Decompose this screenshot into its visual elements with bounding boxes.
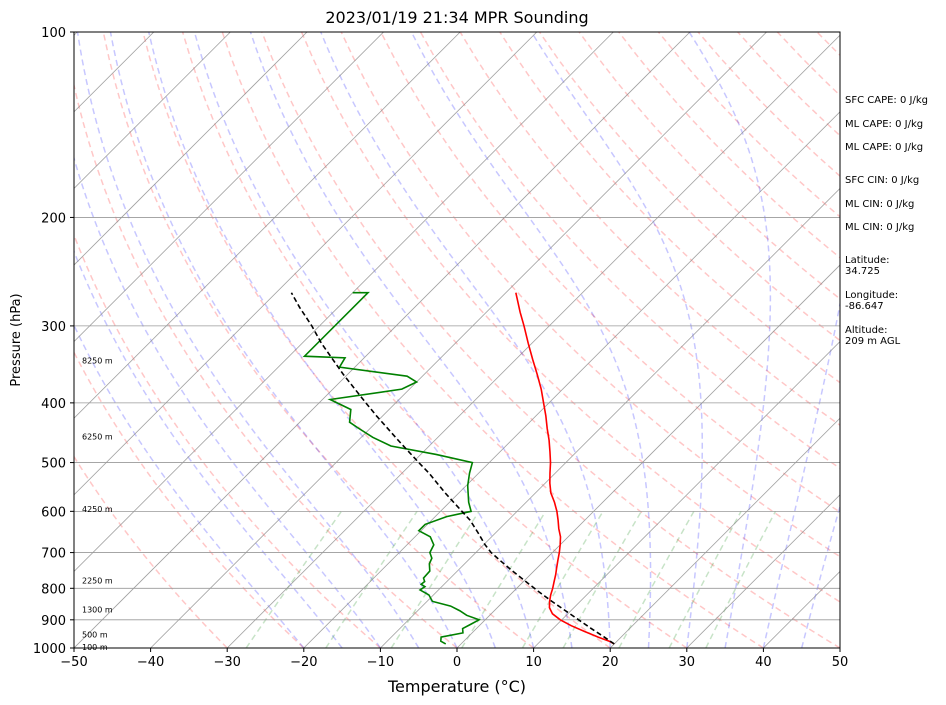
isotherm-line (0, 32, 1, 648)
y-tick-label: 1000 (33, 642, 66, 657)
x-tick-label: −50 (60, 655, 87, 670)
sounding-profile-line (290, 292, 615, 645)
y-tick-label: 600 (41, 505, 66, 520)
plot-frame (73, 31, 841, 649)
height-label: 8250 m (82, 357, 113, 366)
dry-adiabat-line (261, 32, 840, 648)
moist-adiabat-line (74, 155, 382, 648)
y-tick-label: 300 (41, 320, 66, 335)
isotherm-line (74, 32, 614, 572)
y-tick-label: 100 (41, 26, 66, 41)
dry-adiabat-line (74, 233, 381, 648)
dry-adiabat-line (102, 32, 535, 648)
height-label: 500 m (82, 631, 108, 640)
altitude-text: Altitude: 209 m AGL (845, 325, 901, 347)
x-tick-label: −40 (137, 655, 164, 670)
isotherm-line (74, 32, 231, 189)
chart-title: 2023/01/19 21:34 MPR Sounding (325, 8, 588, 27)
ml-cin-text: ML CIN: 0 J/kg (845, 199, 915, 210)
y-tick-label: 200 (41, 211, 66, 226)
mixing-ratio-line (668, 510, 742, 648)
sfc-cape-text: SFC CAPE: 0 J/kg (845, 95, 928, 106)
moist-adiabat-line (410, 32, 652, 648)
x-tick-label: 20 (602, 655, 619, 670)
y-tick-label: 800 (41, 582, 66, 597)
height-label: 4250 m (82, 505, 113, 514)
isotherm-line (303, 111, 840, 648)
latitude-text: Latitude: 34.725 (845, 255, 890, 277)
mixing-ratio-line (325, 510, 418, 648)
isotherm-line (380, 187, 840, 648)
ml-cape-text-2: ML CAPE: 0 J/kg (845, 142, 924, 153)
moist-adiabat-line (76, 32, 420, 648)
isotherm-line (226, 34, 840, 648)
dry-adiabat-line (74, 455, 228, 648)
isotherm-line (74, 32, 538, 496)
ml-cin-text-2: ML CIN: 0 J/kg (845, 222, 915, 233)
sounding-profile-line (302, 291, 482, 645)
longitude-text: Longitude: -86.647 (845, 290, 899, 312)
moist-adiabat-line (800, 503, 840, 648)
mixing-ratio-line (705, 510, 777, 648)
mixing-ratio-line (521, 510, 604, 648)
moist-adiabat-line (530, 32, 704, 648)
dry-adiabat-line (142, 32, 611, 648)
sounding-profile-line (515, 292, 615, 645)
x-tick-label: 0 (453, 655, 461, 670)
isotherm-line (150, 32, 767, 648)
moist-adiabat-line (193, 32, 535, 648)
y-tick-label: 700 (41, 547, 66, 562)
moist-adiabat-line (249, 32, 573, 648)
dry-adiabat-line (74, 350, 305, 648)
dry-adiabat-line (578, 32, 840, 300)
isotherm-line (686, 494, 840, 648)
y-tick-label: 400 (41, 397, 66, 412)
moist-adiabat-line (74, 249, 343, 648)
x-tick-label: 40 (755, 655, 772, 670)
height-label: 6250 m (82, 432, 113, 441)
isotherm-line (74, 32, 691, 648)
height-label: 100 m (82, 643, 108, 652)
isotherm-line (74, 32, 461, 419)
ml-cape-text: ML CAPE: 0 J/kg (845, 119, 924, 130)
x-tick-label: 30 (679, 655, 696, 670)
x-tick-label: −10 (367, 655, 394, 670)
isotherm-line (74, 32, 384, 343)
y-tick-label: 900 (41, 614, 66, 629)
dry-adiabat-line (300, 32, 840, 603)
x-tick-label: 10 (525, 655, 542, 670)
x-tick-label: −20 (290, 655, 317, 670)
height-label: 1300 m (82, 606, 113, 615)
mixing-ratio-line (562, 510, 642, 648)
y-axis-label: Pressure (hPa) (9, 293, 24, 386)
mixing-ratio-line (461, 510, 547, 648)
dry-adiabat-line (538, 32, 840, 342)
height-label: 2250 m (82, 577, 113, 586)
isotherm-line (74, 32, 308, 266)
moist-adiabat-line (148, 32, 497, 648)
sounding-info-panel: SFC CAPE: 0 J/kg ML CAPE: 0 J/kg ML CAPE… (845, 0, 945, 705)
x-tick-label: 50 (832, 655, 849, 670)
y-tick-label: 500 (41, 457, 66, 472)
moist-adiabat-line (109, 32, 458, 648)
dry-adiabat-line (221, 32, 764, 648)
dry-adiabat-line (74, 82, 458, 648)
isotherm-line (533, 341, 840, 648)
x-tick-label: −30 (213, 655, 240, 670)
moist-adiabat-line (762, 300, 840, 648)
moist-adiabat-line (320, 32, 611, 648)
moist-adiabat-line (688, 32, 772, 648)
isotherm-line (609, 417, 840, 648)
sfc-cin-text: SFC CIN: 0 J/kg (845, 175, 920, 186)
dry-adiabat-line (181, 32, 688, 648)
x-axis-label: Temperature (°C) (387, 677, 526, 696)
mixing-ratio-line (245, 510, 343, 648)
